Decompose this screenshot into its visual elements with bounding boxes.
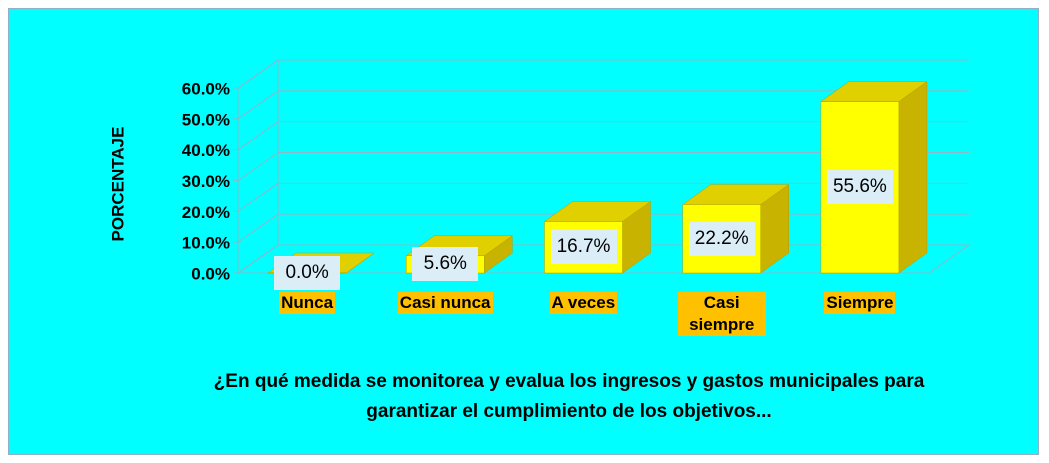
y-tick-label: 60.0% — [182, 79, 230, 98]
data-label: 0.0% — [274, 256, 341, 290]
data-label: 55.6% — [826, 170, 893, 205]
y-tick-label: 30.0% — [182, 172, 230, 191]
x-tick-label: A veces — [549, 292, 618, 314]
y-tick-label: 50.0% — [182, 110, 230, 129]
data-label: 16.7% — [550, 230, 617, 265]
grid-line — [237, 182, 279, 212]
grid-line — [237, 152, 279, 181]
x-tick-label: Siempre — [824, 292, 896, 314]
bar — [681, 184, 790, 274]
grid-line — [237, 59, 279, 89]
grid-line — [237, 90, 279, 120]
data-label: 22.2% — [688, 221, 755, 256]
y-tick-label: 0.0% — [191, 264, 230, 283]
grid-line — [237, 121, 279, 151]
chart: PORCENTAJE 0.0% 10.0% 20.0% 30.0% 40.0% 50.0%… — [8, 8, 1039, 455]
data-label: 5.6% — [412, 247, 479, 282]
grid-line — [237, 213, 279, 243]
y-tick-label: 10.0% — [182, 234, 230, 253]
grid-line — [237, 244, 279, 274]
bar-side — [898, 81, 928, 274]
x-tick-label: Nunca — [279, 292, 336, 314]
y-axis-label: PORCENTAJE — [108, 127, 127, 242]
y-tick-label: 20.0% — [182, 203, 230, 222]
x-tick-label: Casi nunca — [397, 292, 493, 314]
x-tick-label: Casi siempre — [677, 292, 766, 336]
x-axis-title: ¿En qué medida se monitorea y evalua los… — [213, 371, 925, 422]
y-tick-label: 40.0% — [182, 141, 230, 160]
